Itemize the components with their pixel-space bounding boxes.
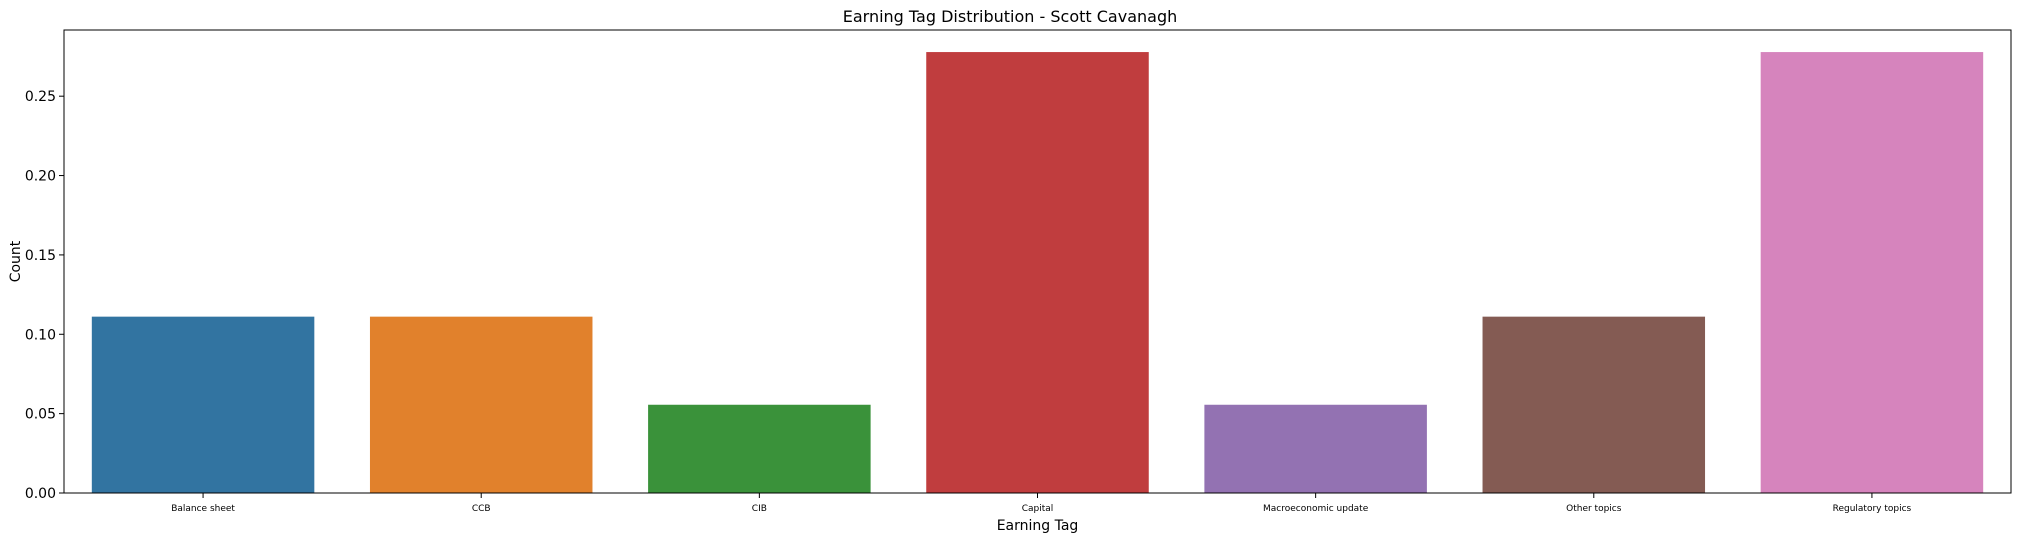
x-tick-label: Regulatory topics — [1833, 504, 1912, 514]
y-axis-label: Count — [8, 240, 24, 282]
x-tick-label: CCB — [472, 504, 491, 514]
y-tick-label: 0.10 — [25, 327, 56, 343]
bar-macroeconomic-update — [1204, 404, 1427, 493]
bar-cib — [648, 404, 871, 493]
x-tick-label: Other topics — [1566, 504, 1622, 514]
bar-balance-sheet — [91, 316, 315, 493]
bar-ccb — [369, 316, 593, 493]
y-tick-label: 0.05 — [25, 407, 56, 423]
y-tick-label: 0.20 — [25, 169, 56, 185]
x-axis-ticks: Balance sheet CCB CIB Capital Macroeconomic … — [171, 493, 1912, 514]
x-axis-label: Earning Tag — [997, 518, 1079, 534]
y-tick-label: 0.25 — [25, 89, 56, 105]
y-tick-label: 0.00 — [25, 486, 56, 502]
bar-regulatory-topics — [1760, 52, 1984, 493]
chart-title: Earning Tag Distribution - Scott Cavanag… — [843, 7, 1178, 26]
x-tick-label: Capital — [1022, 504, 1054, 514]
bar-other-topics — [1482, 316, 1706, 493]
bar-capital — [926, 52, 1149, 493]
plot-frame — [63, 29, 2012, 494]
x-tick-label: Balance sheet — [171, 504, 235, 514]
bars — [91, 52, 1984, 493]
y-axis-ticks: 0.00 0.05 0.10 0.15 0.20 0.25 — [25, 89, 64, 502]
x-tick-label: Macroeconomic update — [1263, 504, 1369, 514]
x-tick-label: CIB — [752, 504, 767, 514]
y-tick-label: 0.15 — [25, 248, 56, 264]
